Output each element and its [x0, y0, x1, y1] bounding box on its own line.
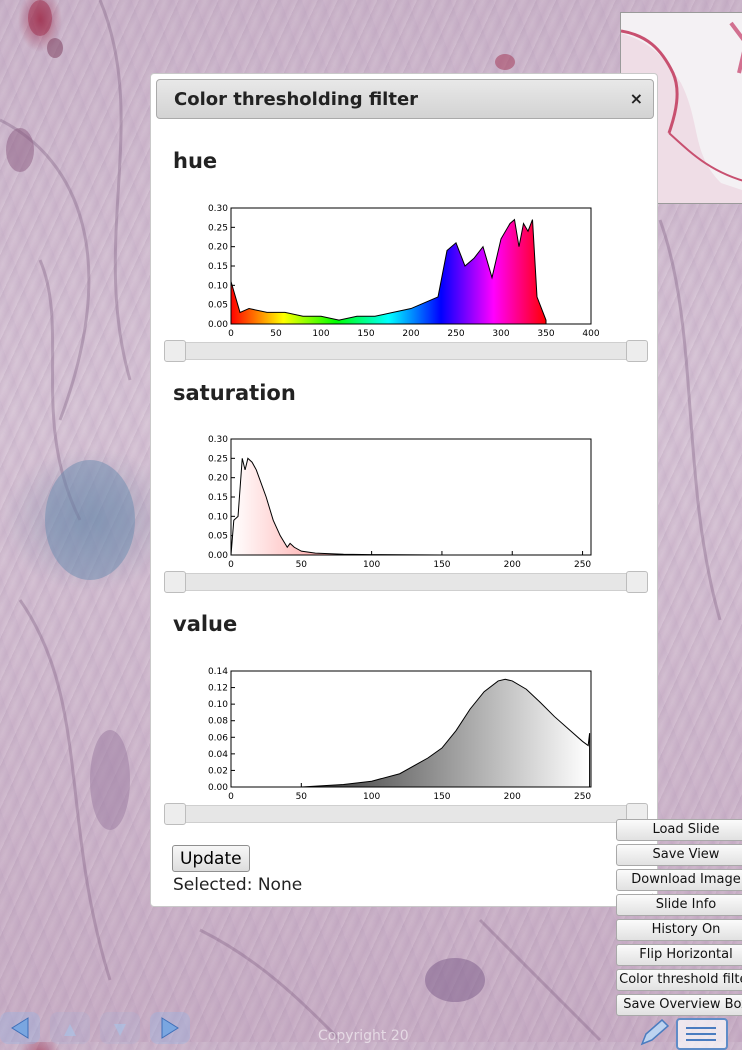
saturation-x-tick-label: 200: [504, 560, 521, 570]
hue-y-tick-label: 0.30: [208, 204, 228, 214]
saturation-y-tick-label: 0.30: [208, 435, 228, 445]
copyright-text: Copyright 20: [318, 1028, 409, 1044]
value-y-ticks: 0.14 0.12 0.10 0.08 0.06 0.04 0.02 0.00: [208, 667, 235, 793]
saturation-area: [230, 457, 583, 556]
value-min-handle[interactable]: [164, 803, 186, 825]
hue-y-tick-label: 0.00: [208, 320, 228, 330]
update-button[interactable]: Update: [172, 845, 250, 872]
pen-tool-icon[interactable]: [636, 1018, 672, 1046]
hue-min-handle[interactable]: [164, 340, 186, 362]
hue-label: hue: [173, 149, 218, 173]
selected-status: Selected: None: [173, 875, 303, 895]
save-view-button[interactable]: Save View: [616, 844, 742, 866]
nav-prev-button[interactable]: [50, 1012, 90, 1044]
saturation-x-tick-label: 0: [228, 560, 234, 570]
hue-histogram: 0.30 0.25 0.20 0.15 0.10 0.05 0.00 0 50 100 150 20…: [208, 204, 600, 339]
value-x-tick-label: 50: [296, 792, 308, 802]
saturation-y-tick-label: 0.05: [208, 532, 228, 542]
hue-x-tick-label: 100: [312, 329, 329, 339]
value-x-tick-label: 0: [228, 792, 234, 802]
value-x-tick-label: 100: [363, 792, 380, 802]
hue-y-tick-label: 0.05: [208, 301, 228, 311]
history-on-button[interactable]: History On: [616, 919, 742, 941]
value-histogram: 0.14 0.12 0.10 0.08 0.06 0.04 0.02 0.00 0 50 100 1…: [208, 667, 592, 802]
saturation-y-tick-label: 0.10: [208, 512, 228, 522]
hue-x-tick-label: 300: [492, 329, 509, 339]
saturation-y-tick-label: 0.20: [208, 474, 228, 484]
hue-x-tick-label: 250: [447, 329, 464, 339]
hue-area: [230, 218, 547, 325]
hue-range-slider[interactable]: [164, 340, 648, 362]
value-y-tick-label: 0.08: [208, 717, 228, 727]
value-y-tick-label: 0.06: [208, 733, 228, 743]
close-icon[interactable]: ×: [629, 89, 643, 108]
value-y-tick-label: 0.02: [208, 766, 228, 776]
saturation-x-tick-label: 250: [574, 560, 591, 570]
hue-y-tick-label: 0.20: [208, 243, 228, 253]
value-y-tick-label: 0.10: [208, 700, 228, 710]
load-slide-button[interactable]: Load Slide: [616, 819, 742, 841]
hue-x-tick-label: 150: [357, 329, 374, 339]
hue-x-tick-label: 400: [582, 329, 599, 339]
value-y-tick-label: 0.12: [208, 684, 228, 694]
hue-y-tick-label: 0.15: [208, 262, 228, 272]
saturation-plot-frame: [230, 438, 592, 556]
color-threshold-filter-button[interactable]: Color threshold filter: [616, 969, 742, 991]
value-plot-frame: [230, 670, 592, 788]
hue-plot-frame: [230, 207, 592, 325]
value-y-tick-label: 0.14: [208, 667, 228, 677]
saturation-y-tick-label: 0.15: [208, 493, 228, 503]
value-label: value: [173, 612, 238, 636]
navigation-bar: [0, 1006, 742, 1044]
arrow-right-icon: [161, 1017, 179, 1039]
hue-y-tick-label: 0.10: [208, 281, 228, 291]
list-tool-icon[interactable]: [676, 1018, 728, 1050]
value-area: [231, 678, 591, 788]
value-x-tick-label: 200: [504, 792, 521, 802]
saturation-max-handle[interactable]: [626, 571, 648, 593]
hue-x-tick-label: 0: [228, 329, 234, 339]
saturation-y-tick-label: 0.25: [208, 454, 228, 464]
saturation-histogram: 0.30 0.25 0.20 0.15 0.10 0.05 0.00 0 50 100 150 20…: [208, 435, 592, 570]
value-x-tick-label: 150: [433, 792, 450, 802]
arrow-up-icon: [64, 1024, 76, 1036]
value-y-tick-label: 0.00: [208, 783, 228, 793]
value-range-slider[interactable]: [164, 803, 648, 825]
hue-x-tick-label: 350: [537, 329, 554, 339]
hue-x-tick-label: 50: [270, 329, 282, 339]
hue-x-tick-label: 200: [402, 329, 419, 339]
saturation-x-tick-label: 100: [363, 560, 380, 570]
arrow-down-icon: [114, 1024, 126, 1036]
hue-max-handle[interactable]: [626, 340, 648, 362]
nav-next-button[interactable]: [100, 1012, 140, 1044]
color-threshold-dialog: Color thresholding filter × hue 0.30 0.25…: [150, 73, 658, 907]
saturation-x-tick-label: 50: [296, 560, 308, 570]
lines-icon: [686, 1027, 716, 1041]
saturation-y-tick-label: 0.00: [208, 551, 228, 561]
saturation-min-handle[interactable]: [164, 571, 186, 593]
hue-y-tick-label: 0.25: [208, 223, 228, 233]
saturation-y-ticks: 0.30 0.25 0.20 0.15 0.10 0.05 0.00: [208, 435, 235, 561]
value-x-tick-label: 250: [574, 792, 591, 802]
dialog-titlebar[interactable]: Color thresholding filter ×: [156, 79, 654, 119]
arrow-left-icon: [11, 1017, 29, 1039]
saturation-x-tick-label: 150: [433, 560, 450, 570]
saturation-range-slider[interactable]: [164, 571, 648, 593]
nav-right-button[interactable]: [150, 1012, 190, 1044]
slide-info-button[interactable]: Slide Info: [616, 894, 742, 916]
value-y-tick-label: 0.04: [208, 750, 228, 760]
save-overview-box-button[interactable]: Save Overview Box: [616, 994, 742, 1016]
nav-left-button[interactable]: [0, 1012, 40, 1044]
pencil-icon: [640, 1018, 670, 1046]
download-image-button[interactable]: Download Image: [616, 869, 742, 891]
saturation-label: saturation: [173, 381, 296, 405]
flip-horizontal-button[interactable]: Flip Horizontal: [616, 944, 742, 966]
dialog-title: Color thresholding filter: [174, 89, 419, 110]
